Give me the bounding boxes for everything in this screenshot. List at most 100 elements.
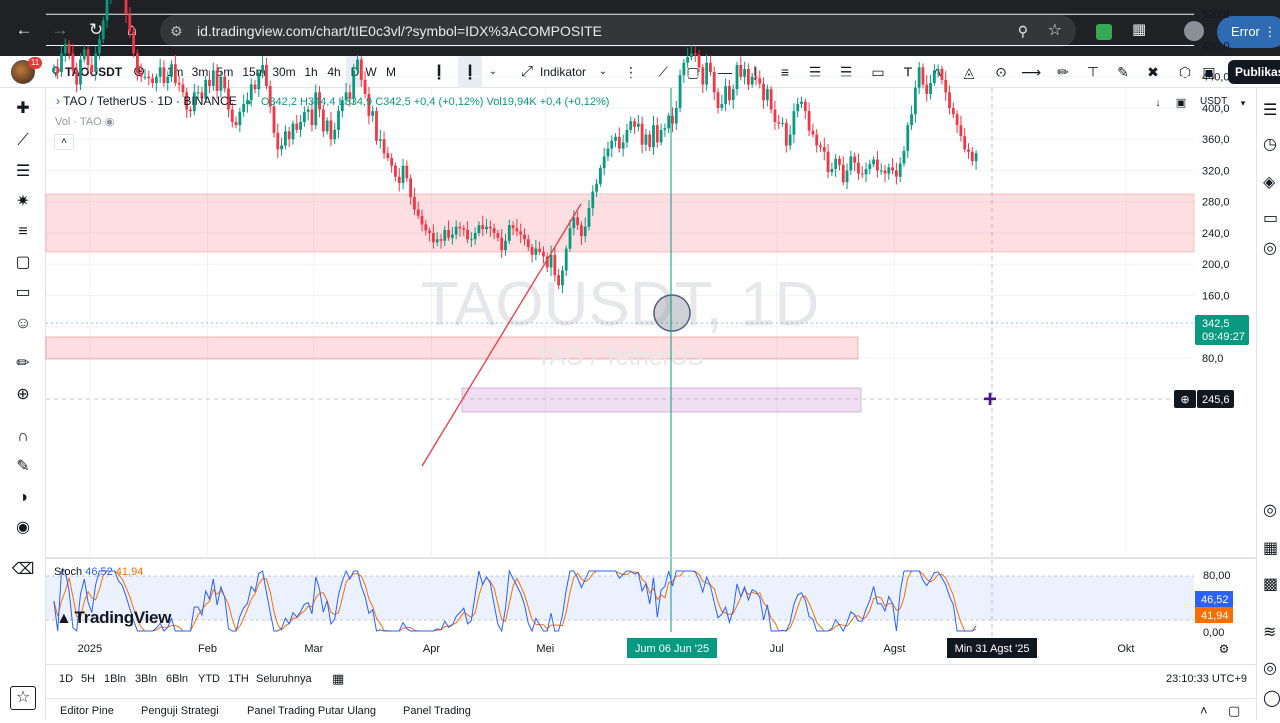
price-axis[interactable]: 600,0560,0520,0480,0440,0400,0360,0320,0… <box>1202 0 1230 365</box>
range-1th[interactable]: 1TH <box>228 673 249 685</box>
trend-line[interactable] <box>421 203 582 467</box>
price-chart[interactable]: TAOUSDT, 1D TAO / TetherUS + 600,0560,05… <box>0 0 1256 664</box>
interval-3m[interactable]: 3m <box>191 65 209 79</box>
ruler-icon[interactable]: ✏ <box>16 355 30 372</box>
range-5h[interactable]: 5H <box>81 673 96 685</box>
extension-icon[interactable] <box>1096 24 1112 40</box>
watchlist-icon[interactable]: ☰ <box>1263 102 1278 119</box>
hline-tool-icon[interactable]: — <box>718 64 732 80</box>
clock-timezone[interactable]: 23:10:33 UTC+9 <box>1166 673 1248 685</box>
currency-selector[interactable]: USDT <box>1200 96 1228 107</box>
brush-icon[interactable]: ✎ <box>16 458 30 475</box>
pencil-tool-icon[interactable]: ✏ <box>1057 64 1069 80</box>
brush-tool-icon[interactable]: ✎ <box>1117 64 1129 80</box>
forward-icon[interactable]: → <box>51 20 69 39</box>
crosshair-icon[interactable]: ✚ <box>16 100 30 117</box>
profile-error-button[interactable]: Error ⋮ <box>1217 16 1280 48</box>
plus-circle-icon[interactable]: ⊕ <box>1180 394 1189 406</box>
line-tool-icon[interactable]: ⟋ <box>658 64 668 80</box>
trend-line-icon[interactable]: ⟋ <box>17 132 29 149</box>
zoom-in-icon[interactable]: ⊕ <box>16 386 30 403</box>
arrow-tool-icon[interactable]: ⟶ <box>1020 64 1042 80</box>
gann-tool-icon[interactable]: ☰ <box>839 64 853 80</box>
highlight-circle[interactable] <box>653 294 691 332</box>
zoom-icon[interactable]: ⚲ <box>1017 23 1028 39</box>
magnet-icon[interactable]: ∩ <box>17 428 29 445</box>
camera-icon[interactable]: ▣ <box>1202 64 1216 80</box>
chevron-down-icon[interactable]: ⌄ <box>598 66 608 77</box>
interval-1h[interactable]: 1h <box>304 65 318 79</box>
site-info-icon[interactable]: ⚙ <box>170 23 183 39</box>
target-icon[interactable]: ◎ <box>1263 502 1277 519</box>
vline-tool-icon[interactable]: ∣ <box>751 64 759 80</box>
extensions-puzzle-icon[interactable]: ▦ <box>1132 21 1147 38</box>
favorites-star-icon[interactable]: ☆ <box>10 686 36 710</box>
help-icon[interactable]: ◯ <box>1263 690 1280 707</box>
panel-tab[interactable]: Editor Pine <box>60 705 114 717</box>
circle-tool-icon[interactable]: ⊙ <box>995 64 1007 80</box>
candles-icon[interactable]: ❙ <box>458 56 482 88</box>
search-icon[interactable]: ⚲ <box>51 64 61 79</box>
bar-style-icon[interactable]: ❙ <box>432 63 446 80</box>
range-1bln[interactable]: 1Bln <box>104 673 127 685</box>
download-icon[interactable]: ↓ <box>1155 97 1161 109</box>
alerts-clock-icon[interactable]: ◷ <box>1263 136 1277 153</box>
collapse-panel-icon[interactable]: ˄ <box>1200 703 1208 718</box>
measure-tool-icon[interactable]: ⊤ <box>1086 64 1100 80</box>
trash-icon[interactable]: ⌫ <box>11 561 35 578</box>
chevron-icon[interactable]: › <box>56 94 60 108</box>
more-icon[interactable]: ⋮ <box>624 64 638 80</box>
back-icon[interactable]: ← <box>15 20 33 39</box>
maximize-icon[interactable]: ▣ <box>1176 97 1186 109</box>
publish-button[interactable]: Publikasi <box>1228 60 1280 84</box>
horizontal-lines-icon[interactable]: ☰ <box>15 163 31 180</box>
rect-tool-icon[interactable]: ▢ <box>686 64 700 80</box>
broadcast-icon[interactable]: ≋ <box>1263 624 1277 641</box>
fib-icon[interactable]: ≡ <box>18 223 28 240</box>
comment-icon[interactable]: ▭ <box>15 284 31 301</box>
notifications-icon[interactable]: ◎ <box>1263 660 1277 677</box>
settings-gear-icon[interactable]: ⚙ <box>1219 642 1230 656</box>
range-1d[interactable]: 1D <box>59 673 74 685</box>
interval-M[interactable]: M <box>386 65 396 79</box>
range-3bln[interactable]: 3Bln <box>135 673 158 685</box>
calendar-go-to-icon[interactable]: ▦ <box>332 671 345 686</box>
eye-off-icon[interactable]: ◉ <box>104 116 115 128</box>
chat-icon[interactable]: ▭ <box>1263 210 1279 227</box>
panel-tab[interactable]: Penguji Strategi <box>141 705 219 717</box>
maximize-panel-icon[interactable]: ▢ <box>1228 703 1241 718</box>
eye-icon[interactable]: ◉ <box>16 519 30 536</box>
layers-icon[interactable]: ◈ <box>1263 174 1276 191</box>
address-bar[interactable]: ⚙ id.tradingview.com/chart/tIE0c3vl/?sym… <box>160 15 1076 47</box>
ideas-icon[interactable]: ◎ <box>1263 240 1277 257</box>
range-ytd[interactable]: YTD <box>198 673 220 685</box>
chevron-down-icon[interactable]: ⌄ <box>488 66 498 77</box>
indicators-button[interactable]: Indikator <box>540 65 587 79</box>
interval-30m[interactable]: 30m <box>272 65 296 79</box>
interval-4h[interactable]: 4h <box>327 65 341 79</box>
resistance-zone[interactable] <box>45 193 1195 253</box>
path-tool-icon[interactable]: ∿ <box>933 64 945 80</box>
time-axis[interactable]: 2025 Feb Mar Apr Mei Jul Agst Okt <box>78 643 1135 655</box>
callout-tool-icon[interactable]: ▭ <box>871 64 885 80</box>
eraser-tool-icon[interactable]: ✖ <box>1147 64 1159 80</box>
shape-tool-icon[interactable]: ⬡ <box>1178 64 1192 80</box>
range-6bln[interactable]: 6Bln <box>166 673 189 685</box>
text-tool-icon[interactable]: T <box>903 64 913 80</box>
lock-icon[interactable]: ◑ <box>18 489 28 506</box>
panel-tab[interactable]: Panel Trading Putar Ulang <box>247 705 377 717</box>
currency-chevron-icon[interactable]: ▾ <box>1241 98 1246 108</box>
flag-tool-icon[interactable]: ◬ <box>963 64 975 80</box>
pattern-icon[interactable]: ✷ <box>16 193 30 210</box>
collapse-legend-button[interactable]: ˄ <box>54 134 74 150</box>
emoji-icon[interactable]: ☺ <box>14 315 32 332</box>
legend-symbol[interactable]: TAO / TetherUS · 1D · BINANCE <box>63 94 237 108</box>
interval-W[interactable]: W <box>365 65 377 79</box>
panel-tab[interactable]: Panel Trading <box>403 705 471 717</box>
home-icon[interactable]: ⌂ <box>126 20 138 39</box>
range-seluruhnya[interactable]: Seluruhnya <box>256 673 312 685</box>
support-zone[interactable] <box>45 336 859 360</box>
channel-tool-icon[interactable]: ≡ <box>780 64 790 80</box>
apps-grid-icon[interactable]: ▩ <box>1263 576 1279 593</box>
calendar-icon[interactable]: ▦ <box>1263 540 1279 557</box>
